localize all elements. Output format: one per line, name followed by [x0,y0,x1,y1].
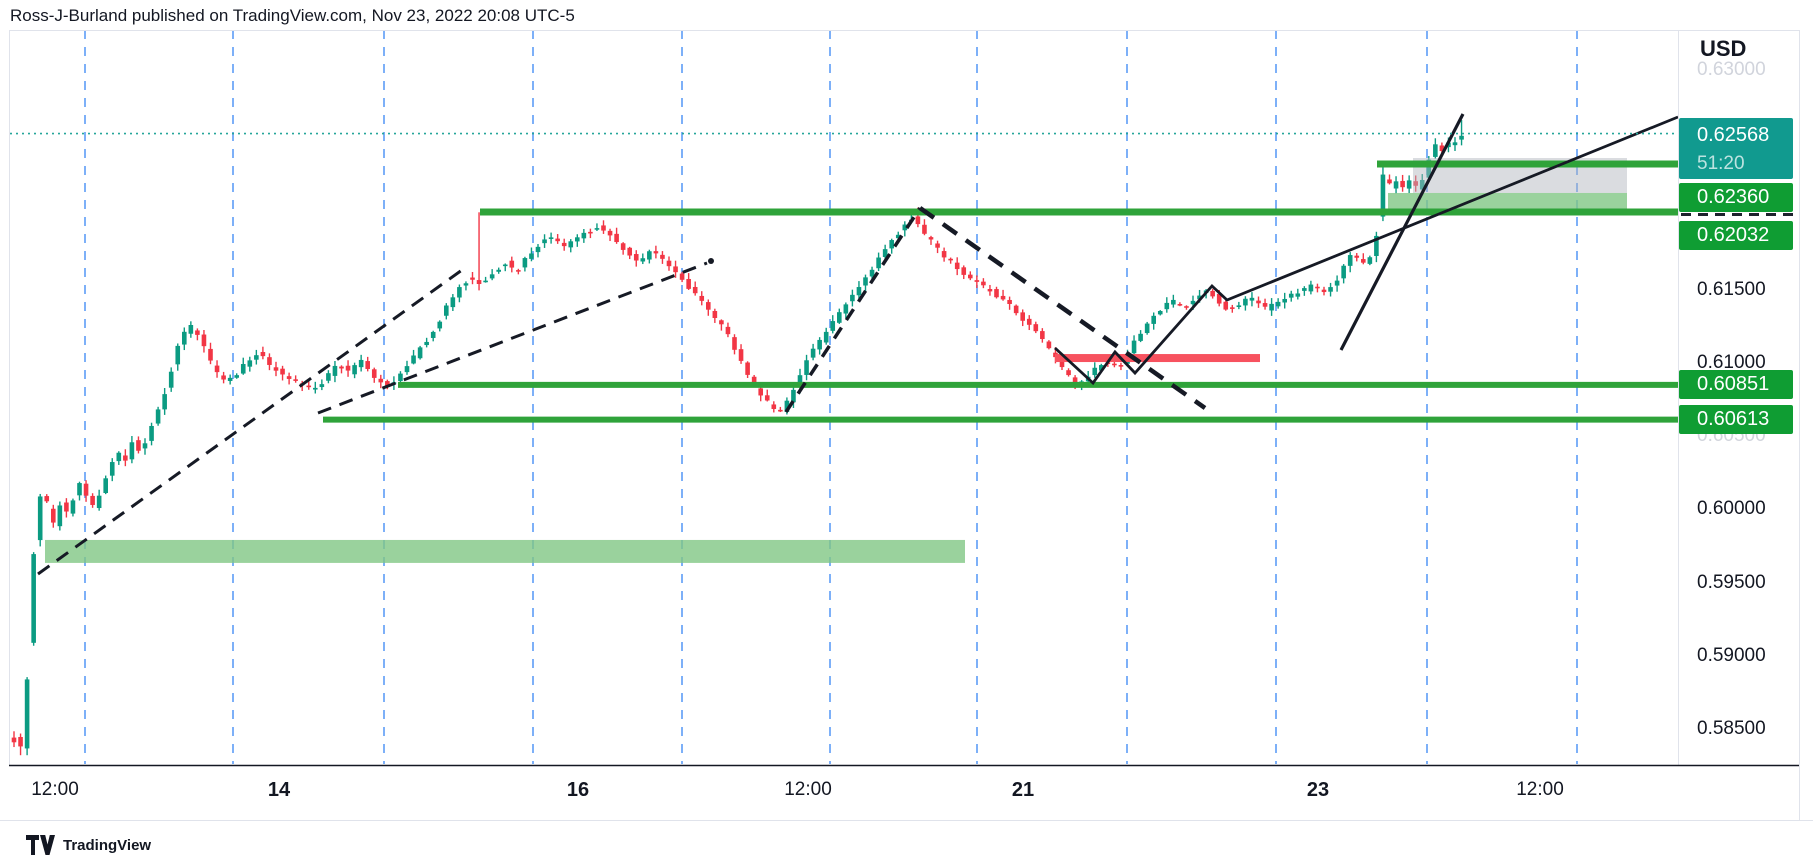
green-demand-band [45,539,965,563]
time-axis-label: 12:00 [784,779,832,800]
time-axis-label: 14 [267,779,291,801]
footer: TradingView [25,830,151,860]
highlight-zones [45,158,1627,563]
time-axis-label: 23 [1306,779,1330,801]
footer-divider [0,820,1813,821]
chart-borders [9,30,1800,820]
time-axis-label: 21 [1011,779,1035,801]
vertical-gridlines [84,30,1578,764]
price-tick-ghost: 0.63000 [1697,59,1766,81]
rising-channel-trendline[interactable] [1054,115,1679,386]
time-axis-label: 12:00 [31,779,79,800]
price-level-value: 0.60613 [1697,408,1770,430]
price-tick-label: 0.58500 [1697,717,1766,739]
current-price-value: 0.62568 [1697,123,1770,146]
tradingview-wordmark: TradingView [63,836,152,854]
price-level-value: 0.62360 [1697,186,1770,208]
price-level-value: 0.62032 [1697,224,1770,246]
price-tick-label: 0.59000 [1697,644,1766,666]
chart-header: Ross-J-Burland published on TradingView.… [0,0,1813,30]
price-scale[interactable]: USD 0.62568 51:20 0.61500 0.61000 0.60000 0… [1678,30,1813,766]
price-tick-label: 0.60000 [1697,498,1766,520]
bar-countdown: 51:20 [1697,152,1745,174]
price-level-badge: 0.60851 [1679,370,1793,399]
green-supply-box [1388,192,1627,213]
price-tick-label: 0.61500 [1697,278,1766,300]
steep-trendline[interactable] [1339,113,1465,351]
red-resistance-line[interactable] [1055,354,1260,363]
price-tick-label: 0.59500 [1697,571,1766,593]
dashed-decline-bold[interactable] [918,206,1207,410]
price-tick-label: 0.61000 [1697,352,1766,374]
time-axis-label: 12:00 [1516,779,1564,800]
time-axis-label: 16 [566,779,590,801]
current-price-badge: 0.62568 51:20 [1679,118,1793,179]
price-level-badge: 0.60613 [1679,405,1793,434]
dashed-v-left[interactable] [784,207,922,413]
price-level-value: 0.60851 [1697,373,1770,395]
support-resistance-lines[interactable] [323,160,1678,423]
currency-label: USD [1700,36,1747,61]
rising-dashed-trendline-2[interactable] [317,261,708,415]
time-scale[interactable]: 12:00 14 16 12:00 21 23 12:00 [0,766,1678,818]
tradingview-logo-icon [26,835,55,855]
price-level-badge: 0.62360 [1679,183,1793,212]
price-level-badge: 0.62032 [1679,221,1793,250]
candles [11,120,1464,756]
publish-attribution: Ross-J-Burland published on TradingView.… [10,6,575,25]
rising-dashed-trendline-1[interactable] [37,268,463,576]
